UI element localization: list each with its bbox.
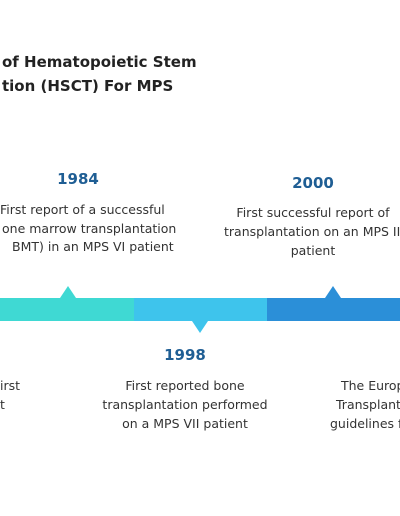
event-text: one marrow transplantation bbox=[2, 221, 176, 236]
pointer bbox=[325, 286, 341, 298]
event-text: t bbox=[0, 397, 5, 412]
event-text: The Europ bbox=[340, 378, 400, 393]
title-line: tion (HSCT) For MPS bbox=[2, 77, 173, 95]
event-text: transplantation performed bbox=[102, 397, 267, 412]
event-text: First reported bone bbox=[125, 378, 245, 393]
title-line: of Hematopoietic Stem bbox=[2, 53, 197, 71]
event-text: Transplant bbox=[335, 397, 400, 412]
year: 2000 bbox=[292, 174, 334, 192]
event-text: on a MPS VII patient bbox=[122, 416, 248, 431]
timeline-segment bbox=[134, 298, 267, 321]
year: 1998 bbox=[164, 346, 206, 364]
event-text: First successful report of bbox=[236, 205, 390, 220]
timeline-segment bbox=[267, 298, 400, 321]
event-text: guidelines f bbox=[330, 416, 400, 431]
event-text: BMT) in an MPS VI patient bbox=[12, 239, 174, 254]
pointer bbox=[60, 286, 76, 298]
event-text: First report of a successful bbox=[0, 202, 165, 217]
event-text: transplantation on an MPS II bbox=[224, 224, 400, 239]
pointer bbox=[192, 321, 208, 333]
year: 1984 bbox=[57, 170, 99, 188]
timeline-segment bbox=[0, 298, 134, 321]
event-text: irst bbox=[0, 378, 20, 393]
event-text: patient bbox=[291, 243, 336, 258]
